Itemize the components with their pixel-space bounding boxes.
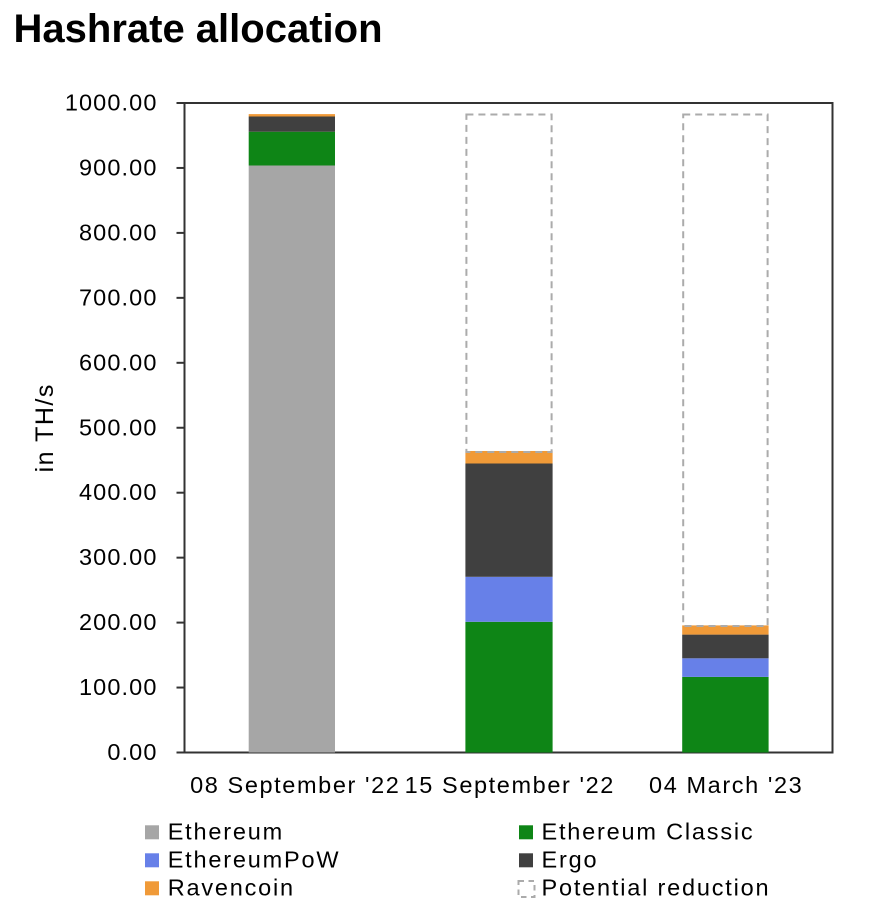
svg-text:0.00: 0.00 <box>107 739 157 765</box>
svg-text:Ethereum Classic: Ethereum Classic <box>542 818 755 844</box>
svg-text:300.00: 300.00 <box>79 544 157 570</box>
svg-text:800.00: 800.00 <box>79 219 157 245</box>
svg-text:Ethereum: Ethereum <box>168 818 284 844</box>
svg-text:400.00: 400.00 <box>79 479 157 505</box>
svg-text:200.00: 200.00 <box>79 609 157 635</box>
svg-text:700.00: 700.00 <box>79 284 157 310</box>
svg-text:EthereumPoW: EthereumPoW <box>168 846 341 872</box>
svg-text:in TH/s: in TH/s <box>31 383 59 472</box>
svg-text:Potential reduction: Potential reduction <box>542 874 771 900</box>
svg-text:04 March '23: 04 March '23 <box>649 772 803 798</box>
svg-text:Hashrate allocation: Hashrate allocation <box>14 7 383 51</box>
svg-text:Ravencoin: Ravencoin <box>168 874 295 900</box>
svg-text:1000.00: 1000.00 <box>65 90 158 116</box>
svg-text:900.00: 900.00 <box>79 154 157 180</box>
svg-text:500.00: 500.00 <box>79 414 157 440</box>
svg-text:15 September '22: 15 September '22 <box>405 772 615 798</box>
svg-text:08 September '22: 08 September '22 <box>190 772 400 798</box>
svg-text:100.00: 100.00 <box>79 674 157 700</box>
svg-text:Ergo: Ergo <box>542 846 599 872</box>
svg-text:600.00: 600.00 <box>79 349 157 375</box>
